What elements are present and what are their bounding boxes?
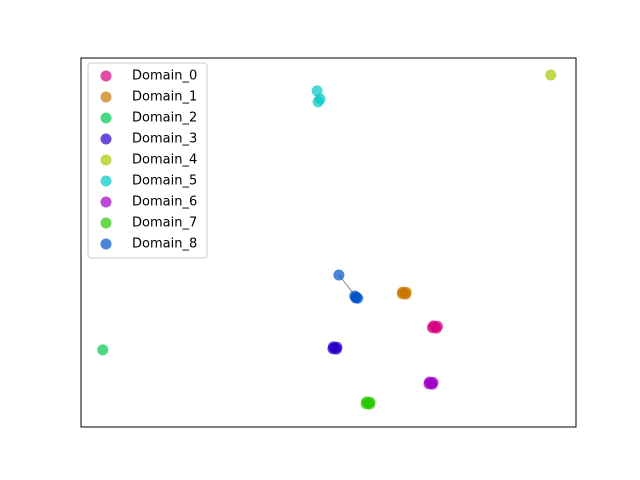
legend-label: Domain_3 xyxy=(132,132,197,147)
legend-label: Domain_8 xyxy=(132,237,197,252)
legend-label: Domain_5 xyxy=(132,174,197,189)
plot-area xyxy=(97,69,557,410)
point xyxy=(97,344,109,356)
legend-marker xyxy=(100,154,112,166)
legend-marker xyxy=(100,91,112,103)
point xyxy=(333,269,345,281)
legend-label: Domain_1 xyxy=(132,90,197,105)
legend-label: Domain_6 xyxy=(132,195,197,210)
legend-label: Domain_2 xyxy=(132,111,197,126)
point xyxy=(312,96,324,108)
axes-frame xyxy=(80,57,577,428)
legend-frame xyxy=(87,62,208,259)
point xyxy=(431,320,443,332)
legend-label: Domain_0 xyxy=(132,69,197,84)
point xyxy=(427,376,439,388)
point xyxy=(350,292,362,304)
point xyxy=(364,396,376,408)
legend-marker xyxy=(100,196,112,208)
point xyxy=(331,341,343,353)
point xyxy=(545,69,557,81)
legend-marker xyxy=(100,70,112,82)
point xyxy=(400,286,412,298)
legend-marker xyxy=(100,175,112,187)
legend-marker xyxy=(100,217,112,229)
legend-marker xyxy=(100,238,112,250)
legend-label: Domain_4 xyxy=(132,153,197,168)
legend-label: Domain_7 xyxy=(132,216,197,231)
legend: Domain_0 Domain_1 Domain_2 Domain_3 Domain_4… xyxy=(87,62,208,259)
legend-marker xyxy=(100,112,112,124)
legend-marker xyxy=(100,133,112,145)
